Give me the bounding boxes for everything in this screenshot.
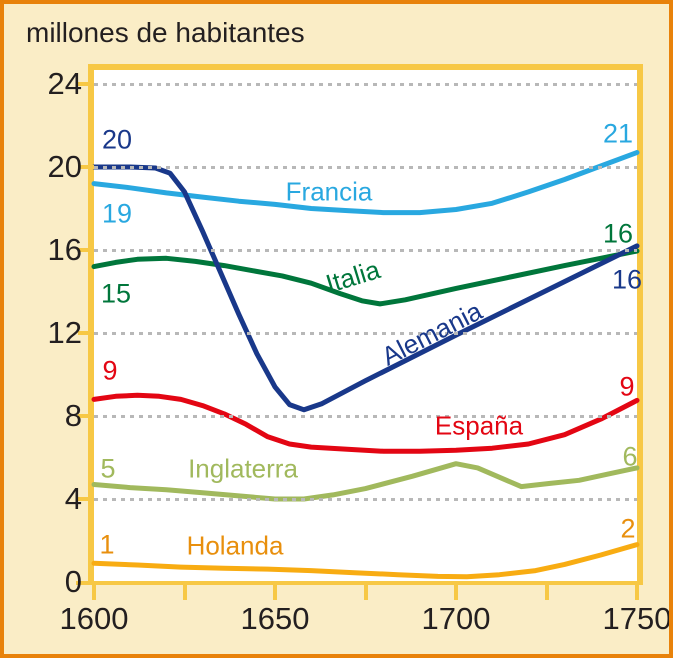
gridline-16: [94, 249, 637, 252]
value-label-inglaterra-end: 6: [622, 441, 638, 472]
series-line-alemania: [91, 164, 640, 413]
y-tick-8: [78, 414, 94, 418]
y-axis-label-20: 20: [47, 149, 82, 184]
value-label-holanda-end: 2: [620, 513, 636, 544]
value-label-francia-end: 21: [602, 118, 634, 149]
value-label-españa-end: 9: [619, 371, 635, 402]
value-label-francia-start: 19: [101, 198, 133, 229]
y-tick-24: [78, 82, 94, 86]
y-axis-label-4: 4: [64, 481, 82, 516]
value-label-españa-start: 9: [102, 355, 118, 386]
value-label-holanda-start: 1: [99, 529, 115, 560]
value-label-italia-start: 15: [100, 278, 132, 309]
y-axis-label-8: 8: [64, 398, 82, 433]
x-tick-1700: [454, 581, 458, 600]
series-lines: [91, 150, 640, 580]
x-tick-1675: [363, 581, 368, 600]
x-tick-1725: [544, 581, 549, 600]
series-label-inglaterra: Inglaterra: [188, 453, 298, 484]
gridline-20: [94, 166, 637, 169]
x-axis-label-1650: 1650: [240, 601, 310, 636]
gridline-8: [94, 415, 637, 418]
x-axis-label-1700: 1700: [421, 601, 491, 636]
series-line-holanda: [91, 542, 640, 580]
y-tick-20: [78, 165, 94, 169]
x-axis-label-1600: 1600: [59, 601, 129, 636]
value-label-italia-end: 16: [602, 218, 634, 249]
x-tick-1650: [273, 581, 277, 600]
gridline-4: [94, 498, 637, 501]
gridline-24: [94, 83, 637, 86]
y-axis-label-24: 24: [47, 66, 82, 101]
series-line-italia: [91, 248, 640, 307]
series-label-españa: España: [434, 410, 524, 441]
y-tick-16: [78, 248, 94, 252]
y-tick-4: [78, 497, 94, 501]
y-axis-label-16: 16: [47, 232, 82, 267]
value-label-alemania-end: 16: [611, 264, 643, 295]
x-tick-1625: [182, 581, 187, 600]
y-tick-12: [78, 331, 94, 335]
chart-title: millones de habitantes: [26, 17, 305, 48]
x-axis-line: [76, 581, 643, 585]
series-line-españa: [91, 392, 640, 454]
x-tick-1750: [635, 581, 639, 600]
x-axis-label-1750: 1750: [602, 601, 672, 636]
gridline-12: [94, 332, 637, 335]
series-label-francia: Francia: [285, 176, 373, 207]
y-axis-label-12: 12: [47, 315, 82, 350]
value-label-inglaterra-start: 5: [100, 453, 116, 484]
value-label-alemania-start: 20: [101, 124, 133, 155]
plot-area: Francia 19 21 Italia 15 16 España 9 9 Inglaterra 5…: [91, 70, 642, 582]
series-label-holanda: Holanda: [186, 530, 284, 561]
series-line-inglaterra: [91, 461, 640, 502]
x-tick-1600: [92, 581, 96, 600]
plot-frame: [88, 64, 643, 582]
y-axis-label-0: 0: [64, 564, 82, 599]
